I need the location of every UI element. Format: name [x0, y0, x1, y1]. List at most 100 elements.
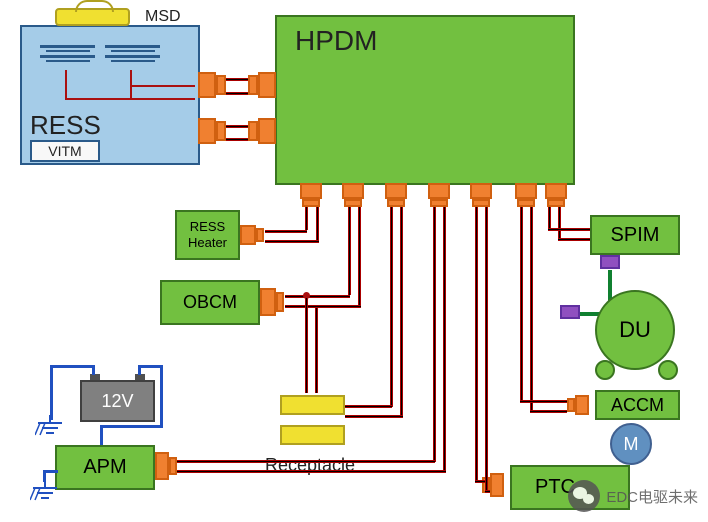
wire [316, 207, 319, 240]
hpdm-label: HPDM [295, 25, 377, 57]
connector-icon [567, 398, 575, 412]
connector-icon [344, 199, 362, 207]
du-label: DU [619, 317, 651, 343]
wire [285, 305, 361, 308]
msd-label: MSD [145, 8, 181, 26]
wire [443, 207, 446, 472]
du-wheel-icon [658, 360, 678, 380]
connector-icon [470, 183, 492, 199]
ress-label: RESS [30, 110, 101, 141]
wire [558, 238, 590, 241]
connector-icon [248, 75, 258, 95]
wire [548, 207, 551, 230]
wire [165, 460, 435, 463]
internal-wire [130, 85, 195, 87]
du-block: DU [595, 290, 675, 370]
wire-blue [100, 425, 163, 428]
wire [485, 490, 490, 493]
connector-icon [560, 305, 580, 319]
connector-icon [515, 183, 537, 199]
connector-icon [430, 199, 448, 207]
connector-icon [216, 75, 226, 95]
connector-icon [472, 199, 490, 207]
wire [520, 207, 523, 402]
wire-blue [50, 365, 53, 420]
connector-icon [387, 199, 405, 207]
wire [485, 207, 488, 492]
wire [305, 207, 308, 230]
wire [348, 207, 351, 295]
accm-block: ACCM [595, 390, 680, 420]
connector-icon [300, 183, 322, 199]
wire-blue [50, 365, 95, 368]
battery-12v-label: 12V [101, 391, 133, 412]
internal-wire [65, 70, 67, 100]
internal-wire [65, 98, 195, 100]
wire [165, 470, 446, 473]
connector-icon [545, 183, 567, 199]
connector-icon [198, 118, 216, 144]
wechat-overlay: EDC电驱未来 [568, 480, 698, 512]
spim-label: SPIM [611, 224, 660, 247]
wire [530, 207, 533, 412]
diagram-canvas: RESS VITM MSD HPDM [0, 0, 708, 522]
connector-icon [169, 457, 177, 475]
wire [558, 207, 561, 240]
accm-label: ACCM [611, 395, 664, 416]
connector-icon [575, 395, 589, 415]
wire [345, 415, 403, 418]
connector-icon [248, 121, 258, 141]
ground-icon [30, 480, 60, 505]
connector-icon [240, 225, 256, 245]
wire [315, 308, 318, 393]
wire [358, 207, 361, 305]
obcm-label: OBCM [183, 292, 237, 313]
connector-icon [260, 288, 276, 316]
wire [548, 228, 590, 231]
connector-icon [258, 118, 276, 144]
battery-cell-icon [105, 40, 160, 70]
battery-cell-icon [40, 40, 95, 70]
wire [265, 230, 307, 233]
connector-icon [428, 183, 450, 199]
wire [265, 240, 319, 243]
wire [305, 298, 308, 393]
apm-block: APM [55, 445, 155, 490]
wire [475, 207, 478, 482]
wire [530, 410, 567, 413]
wechat-icon [568, 480, 600, 512]
battery-12v-block: 12V [80, 380, 155, 422]
connector-icon [302, 199, 320, 207]
receptacle-block [280, 425, 345, 445]
connector-icon [276, 292, 284, 312]
wire [520, 400, 567, 403]
motor-label: M [624, 434, 639, 455]
connector-icon [258, 72, 276, 98]
wire [285, 295, 350, 298]
wechat-brand-label: EDC电驱未来 [606, 486, 698, 507]
obcm-block: OBCM [160, 280, 260, 325]
spim-block: SPIM [590, 215, 680, 255]
connector-icon [547, 199, 565, 207]
ress-heater-label: RESS Heater [188, 219, 227, 250]
wire [345, 405, 392, 408]
wire [390, 207, 393, 407]
wire [475, 480, 485, 483]
connector-icon [600, 255, 620, 269]
du-wheel-icon [595, 360, 615, 380]
receptacle-block [280, 395, 345, 415]
msd-handle [75, 0, 114, 12]
motor-block: M [610, 423, 652, 465]
connector-icon [490, 473, 504, 497]
connector-icon [155, 452, 169, 480]
wire-blue [43, 470, 58, 473]
apm-label: APM [83, 456, 126, 479]
connector-icon [216, 121, 226, 141]
wire [433, 207, 436, 462]
connector-icon [342, 183, 364, 199]
connector-icon [198, 72, 216, 98]
wire-blue [100, 425, 103, 445]
vitm-block: VITM [30, 140, 100, 162]
ress-heater-block: RESS Heater [175, 210, 240, 260]
connector-icon [517, 199, 535, 207]
